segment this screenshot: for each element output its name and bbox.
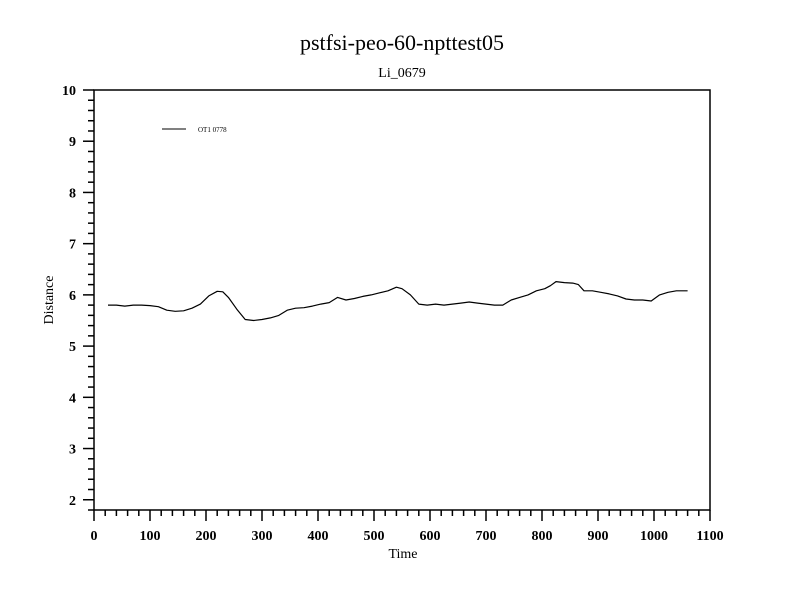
x-tick-label: 1100 xyxy=(696,529,723,544)
chart-title: pstfsi-peo-60-npttest05 xyxy=(300,30,504,55)
x-tick-label: 800 xyxy=(532,529,553,544)
x-tick-label: 100 xyxy=(140,529,161,544)
y-tick-label: 9 xyxy=(69,135,76,150)
x-tick-label: 300 xyxy=(252,529,273,544)
y-tick-label: 10 xyxy=(62,84,76,99)
y-tick-label: 3 xyxy=(69,443,76,458)
series-line xyxy=(108,281,688,322)
x-axis-ticks xyxy=(93,510,711,521)
plot-frame xyxy=(93,89,711,511)
x-axis-label: Time xyxy=(388,547,417,562)
x-axis-tick-labels: 0 100 200 300 400 500 600 700 800 900 1000 1100 xyxy=(91,529,724,544)
x-tick-label: 0 xyxy=(91,529,98,544)
chart-subtitle: Li_0679 xyxy=(378,66,425,81)
y-axis-tick-labels: 2 3 4 5 6 7 8 9 10 xyxy=(62,84,76,509)
y-tick-label: 5 xyxy=(69,340,76,355)
x-tick-label: 1000 xyxy=(640,529,668,544)
x-tick-label: 400 xyxy=(308,529,329,544)
y-axis-label: Distance xyxy=(42,276,57,325)
x-tick-label: 900 xyxy=(588,529,609,544)
legend-entry-label: OT1 0778 xyxy=(198,126,227,134)
y-tick-label: 6 xyxy=(69,289,76,304)
y-tick-label: 8 xyxy=(69,186,76,201)
y-tick-label: 7 xyxy=(69,238,76,253)
y-tick-label: 2 xyxy=(69,494,76,509)
series-layer xyxy=(108,281,688,322)
x-tick-label: 200 xyxy=(196,529,217,544)
y-axis-ticks xyxy=(83,89,94,511)
x-tick-label: 600 xyxy=(420,529,441,544)
y-tick-label: 4 xyxy=(69,391,76,406)
x-tick-label: 700 xyxy=(476,529,497,544)
legend: OT1 0778 xyxy=(162,126,227,134)
x-tick-label: 500 xyxy=(364,529,385,544)
